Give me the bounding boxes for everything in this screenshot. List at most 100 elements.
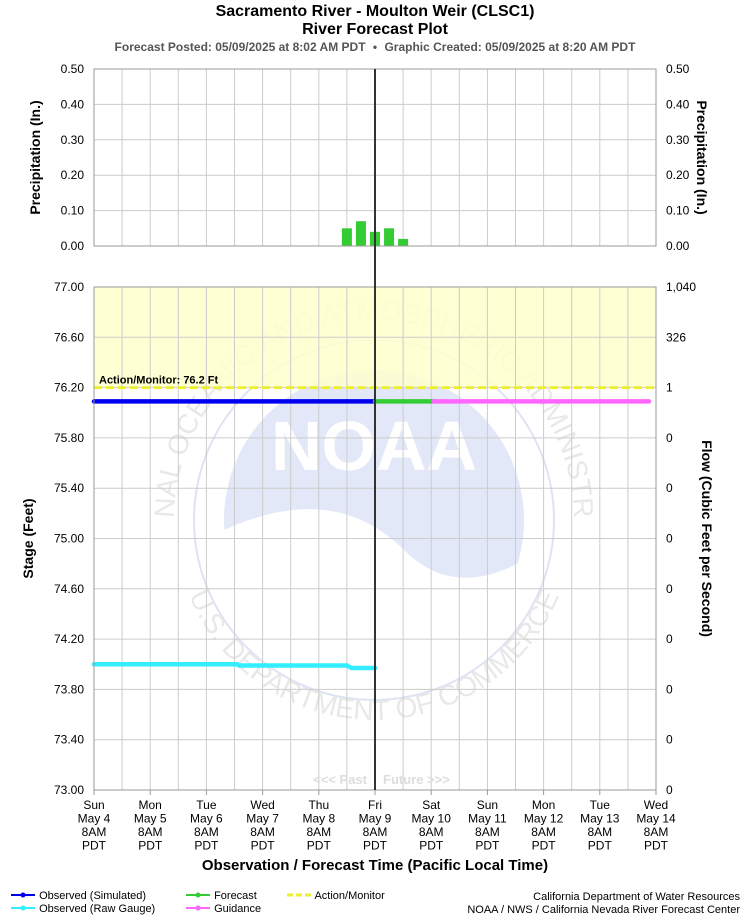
precipitation-panel: 0.00 0.00 0.10 0.10 0.20 0.20 0.30 0.30 0.40 0.40… xyxy=(27,62,710,253)
x-tick-label: PDT xyxy=(475,839,500,853)
precip-tick-label-left: 0.50 xyxy=(61,62,85,76)
watermark-gull xyxy=(223,509,525,696)
precip-tick-label-right: 0.40 xyxy=(666,97,690,111)
stage-tick-label: 73.80 xyxy=(54,682,84,696)
legend-swatch-dot xyxy=(20,892,26,898)
chart-title: Sacramento River - Moulton Weir (CLSC1) xyxy=(215,3,535,20)
chart-timestamps: Forecast Posted: 05/09/2025 at 8:02 AM P… xyxy=(0,40,750,54)
x-tick-label: PDT xyxy=(588,839,613,853)
legend-swatch-dot xyxy=(195,905,201,911)
legend-label: Action/Monitor xyxy=(314,890,385,902)
legend-swatch-dot xyxy=(195,892,201,898)
flow-ylabel: Flow (Cubic Feet per Second) xyxy=(699,440,715,637)
legend-swatch xyxy=(287,893,311,897)
precip-bar xyxy=(398,238,409,246)
stage-tick-label: 74.20 xyxy=(54,632,84,646)
x-tick-label: Mon xyxy=(532,798,555,812)
future-label: Future >>> xyxy=(383,772,450,787)
flow-tick-label: 0 xyxy=(666,582,673,596)
x-tick-label: PDT xyxy=(251,839,276,853)
x-tick-label: May 14 xyxy=(636,812,676,826)
precip-bar xyxy=(341,228,352,246)
x-tick-label: 8AM xyxy=(587,825,612,839)
stage-ylabel: Stage (Feet) xyxy=(20,498,36,578)
x-tick-label: Wed xyxy=(250,798,274,812)
legend-swatch xyxy=(186,905,210,911)
x-tick-label: May 6 xyxy=(190,812,223,826)
x-tick-label: Sun xyxy=(83,798,104,812)
chart-subtitle: River Forecast Plot xyxy=(302,21,448,38)
legend-item-forecast: Forecast xyxy=(185,890,295,903)
precip-tick-label-right: 0.00 xyxy=(666,239,690,253)
legend-item-action-monitor: Action/Monitor xyxy=(286,890,416,903)
flow-tick-label: 0 xyxy=(666,632,673,646)
series-observed-raw xyxy=(91,662,378,671)
x-tick-label: 8AM xyxy=(306,825,331,839)
x-tick-label: May 13 xyxy=(580,812,620,826)
precip-tick-label-right: 0.50 xyxy=(666,62,690,76)
stage-tick-label: 75.80 xyxy=(54,431,84,445)
stage-tick-label: 73.40 xyxy=(54,733,84,747)
x-tick-label: May 12 xyxy=(524,812,564,826)
precip-ylabel-left: Precipitation (In.) xyxy=(27,100,43,214)
legend-swatch xyxy=(11,905,35,911)
x-tick-label: May 10 xyxy=(412,812,452,826)
stage-tick-label: 76.20 xyxy=(54,381,84,395)
x-tick-label: Tue xyxy=(196,798,217,812)
x-tick-label: Tue xyxy=(590,798,611,812)
precip-tick-label-left: 0.00 xyxy=(61,239,85,253)
precip-tick-label-left: 0.40 xyxy=(61,97,85,111)
x-tick-label: May 4 xyxy=(78,812,111,826)
precip-ylabel-right: Precipitation (In.) xyxy=(694,100,710,214)
header-separator: • xyxy=(372,40,378,54)
flow-tick-label: 0 xyxy=(666,481,673,495)
x-tick-label: 8AM xyxy=(363,825,388,839)
precip-tick-label-right: 0.30 xyxy=(666,133,690,147)
x-tick-label: May 8 xyxy=(302,812,335,826)
x-tick-label: Fri xyxy=(368,798,382,812)
flow-tick-label: 0 xyxy=(666,682,673,696)
legend-item-observed-raw: Observed (Raw Gauge) xyxy=(10,903,200,916)
stage-panel: 73.00 0 73.40 0 73.80 0 74.20 0 74.60 0 75.00 0 75.4… xyxy=(20,280,715,874)
x-tick-label: Wed xyxy=(644,798,668,812)
x-tick-label: 8AM xyxy=(475,825,500,839)
stage-tick-label: 73.00 xyxy=(54,783,84,797)
precip-tick-label-right: 0.10 xyxy=(666,204,690,218)
x-tick-label: PDT xyxy=(82,839,107,853)
x-tick-label: PDT xyxy=(194,839,219,853)
x-tick-label: PDT xyxy=(138,839,163,853)
stage-tick-label: 76.60 xyxy=(54,330,84,344)
stage-tick-label: 74.60 xyxy=(54,582,84,596)
legend-label: Forecast xyxy=(214,890,257,902)
flow-tick-label: 0 xyxy=(666,733,673,747)
legend-swatch xyxy=(186,892,210,898)
flow-tick-label: 0 xyxy=(666,532,673,546)
stage-tick-label: 77.00 xyxy=(54,280,84,294)
precip-tick-label-left: 0.20 xyxy=(61,168,85,182)
legend-label: Guidance xyxy=(214,903,262,915)
precip-tick-label-right: 0.20 xyxy=(666,168,690,182)
x-tick-label: PDT xyxy=(363,839,388,853)
legend-label: Observed (Raw Gauge) xyxy=(39,903,156,915)
x-tick-label: 8AM xyxy=(82,825,107,839)
x-tick-label: PDT xyxy=(532,839,557,853)
x-tick-label: Sat xyxy=(422,798,441,812)
x-tick-label: 8AM xyxy=(194,825,219,839)
flow-tick-label: 0 xyxy=(666,431,673,445)
x-tick-label: Thu xyxy=(308,798,329,812)
past-label: <<< Past xyxy=(313,772,368,787)
precip-bar xyxy=(355,221,366,246)
flow-tick-label: 1,040 xyxy=(666,280,696,294)
x-tick-label: 8AM xyxy=(531,825,556,839)
forecast-posted: Forecast Posted: 05/09/2025 at 8:02 AM P… xyxy=(114,40,366,54)
precip-bar xyxy=(384,228,395,246)
x-tick-label: PDT xyxy=(307,839,332,853)
action-monitor-label: Action/Monitor: 76.2 Ft xyxy=(99,375,219,387)
flow-tick-label: 326 xyxy=(666,330,686,344)
legend-swatch-dot xyxy=(20,905,26,911)
stage-tick-label: 75.00 xyxy=(54,532,84,546)
x-tick-label: May 9 xyxy=(359,812,392,826)
x-tick-label: May 5 xyxy=(134,812,167,826)
x-axis-title: Observation / Forecast Time (Pacific Loc… xyxy=(202,857,548,874)
